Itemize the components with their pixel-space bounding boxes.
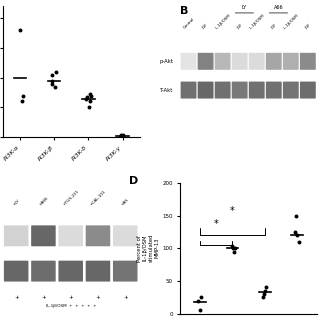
Point xyxy=(49,72,54,77)
Point xyxy=(20,93,25,98)
Point xyxy=(197,308,202,313)
FancyBboxPatch shape xyxy=(198,82,213,99)
FancyBboxPatch shape xyxy=(4,225,28,246)
Point xyxy=(231,249,236,254)
FancyBboxPatch shape xyxy=(283,82,299,99)
Point xyxy=(195,298,200,303)
Text: IL-1β/OSM: IL-1β/OSM xyxy=(214,13,231,30)
Point xyxy=(50,78,55,83)
FancyBboxPatch shape xyxy=(215,82,230,99)
Point xyxy=(199,295,204,300)
FancyBboxPatch shape xyxy=(266,82,282,99)
Text: +TGX-221: +TGX-221 xyxy=(62,189,80,206)
Point xyxy=(292,229,298,235)
Point xyxy=(261,292,266,297)
FancyBboxPatch shape xyxy=(249,82,265,99)
FancyBboxPatch shape xyxy=(180,82,196,99)
FancyBboxPatch shape xyxy=(31,261,56,282)
FancyBboxPatch shape xyxy=(180,53,196,70)
Point xyxy=(50,81,55,86)
Point xyxy=(294,233,299,238)
FancyBboxPatch shape xyxy=(86,261,110,282)
FancyBboxPatch shape xyxy=(113,261,138,282)
Point xyxy=(84,94,89,99)
FancyBboxPatch shape xyxy=(59,261,83,282)
Point xyxy=(263,285,268,290)
Text: +A66: +A66 xyxy=(38,195,49,206)
Text: *: * xyxy=(214,219,219,228)
Point xyxy=(88,93,93,98)
Point xyxy=(294,213,299,218)
FancyBboxPatch shape xyxy=(4,261,28,282)
Text: IGF: IGF xyxy=(304,22,312,30)
Point xyxy=(52,84,57,89)
Text: IGF: IGF xyxy=(270,22,277,30)
Text: +: + xyxy=(96,295,100,300)
Point xyxy=(19,99,24,104)
Point xyxy=(120,133,125,139)
FancyBboxPatch shape xyxy=(86,225,110,246)
FancyBboxPatch shape xyxy=(113,225,138,246)
Text: Control: Control xyxy=(182,17,195,30)
Point xyxy=(86,105,92,110)
Point xyxy=(232,246,237,251)
Point xyxy=(118,133,123,138)
Point xyxy=(119,133,124,138)
FancyBboxPatch shape xyxy=(266,53,282,70)
Text: IGF: IGF xyxy=(202,22,209,30)
FancyBboxPatch shape xyxy=(249,53,265,70)
Text: +LY: +LY xyxy=(12,198,20,206)
Point xyxy=(119,133,124,138)
Point xyxy=(87,99,92,104)
Text: IL-1β/OSM  +  +  +  +  +: IL-1β/OSM + + + + + xyxy=(46,304,97,308)
FancyBboxPatch shape xyxy=(283,53,299,70)
FancyBboxPatch shape xyxy=(300,82,316,99)
Y-axis label: Percent of
IL-1β/OSM
stimulated
MMP-13: Percent of IL-1β/OSM stimulated MMP-13 xyxy=(137,234,160,262)
Text: LY: LY xyxy=(242,5,247,10)
Text: +AS: +AS xyxy=(121,197,130,206)
Text: +: + xyxy=(14,295,19,300)
FancyBboxPatch shape xyxy=(300,53,316,70)
FancyBboxPatch shape xyxy=(198,53,213,70)
Point xyxy=(260,295,265,300)
Point xyxy=(230,244,235,249)
FancyBboxPatch shape xyxy=(59,225,83,246)
Point xyxy=(120,133,125,138)
Text: p-Akt: p-Akt xyxy=(160,59,174,64)
Text: A66: A66 xyxy=(274,5,283,10)
Text: IL-1β/OSM: IL-1β/OSM xyxy=(248,13,265,30)
Point xyxy=(118,133,123,139)
Text: IL-1β/OSM: IL-1β/OSM xyxy=(283,13,299,30)
Point xyxy=(17,28,22,33)
Point xyxy=(54,69,59,74)
Point xyxy=(296,239,301,244)
Point xyxy=(230,246,235,251)
FancyBboxPatch shape xyxy=(31,225,56,246)
FancyBboxPatch shape xyxy=(232,82,248,99)
Text: *: * xyxy=(230,205,235,216)
FancyBboxPatch shape xyxy=(232,53,248,70)
Text: T-Akt: T-Akt xyxy=(160,88,174,92)
Text: IGF: IGF xyxy=(236,22,244,30)
Text: +CAL-101: +CAL-101 xyxy=(89,189,107,206)
Text: B: B xyxy=(180,6,189,16)
Point xyxy=(262,288,268,293)
Text: +: + xyxy=(68,295,73,300)
Text: +: + xyxy=(41,295,46,300)
Text: D: D xyxy=(129,176,138,186)
Point xyxy=(83,96,88,101)
FancyBboxPatch shape xyxy=(215,53,230,70)
Point xyxy=(88,92,93,97)
Text: +: + xyxy=(123,295,128,300)
